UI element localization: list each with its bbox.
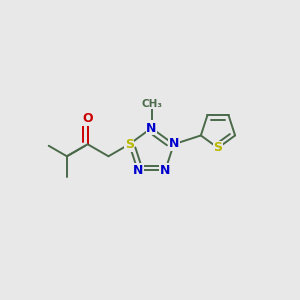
Text: CH₃: CH₃ xyxy=(141,98,162,109)
Text: N: N xyxy=(146,120,157,134)
Text: S: S xyxy=(125,138,134,151)
Text: N: N xyxy=(146,122,157,135)
Text: N: N xyxy=(169,137,179,150)
Text: N: N xyxy=(160,164,170,177)
Text: S: S xyxy=(214,141,223,154)
Text: O: O xyxy=(82,112,93,125)
Text: N: N xyxy=(133,164,143,177)
